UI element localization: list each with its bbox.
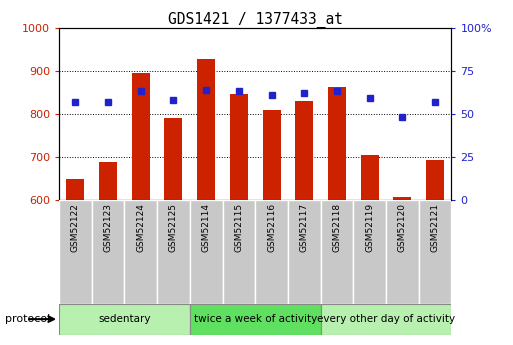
- Bar: [132, 73, 150, 200]
- Bar: [328, 87, 346, 200]
- Bar: [263, 110, 281, 200]
- Text: GSM52122: GSM52122: [71, 203, 80, 252]
- Bar: [190, 304, 321, 335]
- Text: GSM52116: GSM52116: [267, 203, 276, 252]
- Bar: [59, 200, 92, 304]
- Bar: [99, 162, 117, 200]
- Bar: [59, 304, 190, 335]
- Bar: [321, 200, 353, 304]
- Bar: [230, 95, 248, 200]
- Text: GSM52115: GSM52115: [234, 203, 243, 252]
- Text: sedentary: sedentary: [98, 314, 151, 324]
- Bar: [255, 200, 288, 304]
- Bar: [419, 200, 451, 304]
- Bar: [157, 200, 190, 304]
- Bar: [124, 200, 157, 304]
- Bar: [426, 160, 444, 200]
- Title: GDS1421 / 1377433_at: GDS1421 / 1377433_at: [168, 11, 343, 28]
- Bar: [223, 200, 255, 304]
- Bar: [66, 179, 84, 200]
- Text: GSM52120: GSM52120: [398, 203, 407, 252]
- Text: GSM52119: GSM52119: [365, 203, 374, 252]
- Bar: [386, 200, 419, 304]
- Text: GSM52114: GSM52114: [202, 203, 211, 252]
- Text: protocol: protocol: [5, 314, 50, 324]
- Bar: [190, 200, 223, 304]
- Text: GSM52117: GSM52117: [300, 203, 309, 252]
- Bar: [288, 200, 321, 304]
- Bar: [393, 197, 411, 200]
- Bar: [295, 101, 313, 200]
- Text: twice a week of activity: twice a week of activity: [193, 314, 317, 324]
- Bar: [361, 155, 379, 200]
- Text: GSM52118: GSM52118: [332, 203, 342, 252]
- Bar: [197, 59, 215, 200]
- Bar: [165, 118, 183, 200]
- Text: GSM52121: GSM52121: [430, 203, 440, 252]
- Bar: [92, 200, 125, 304]
- Bar: [321, 304, 451, 335]
- Text: every other day of activity: every other day of activity: [317, 314, 455, 324]
- Text: GSM52123: GSM52123: [104, 203, 112, 252]
- Text: GSM52124: GSM52124: [136, 203, 145, 252]
- Bar: [353, 200, 386, 304]
- Text: GSM52125: GSM52125: [169, 203, 178, 252]
